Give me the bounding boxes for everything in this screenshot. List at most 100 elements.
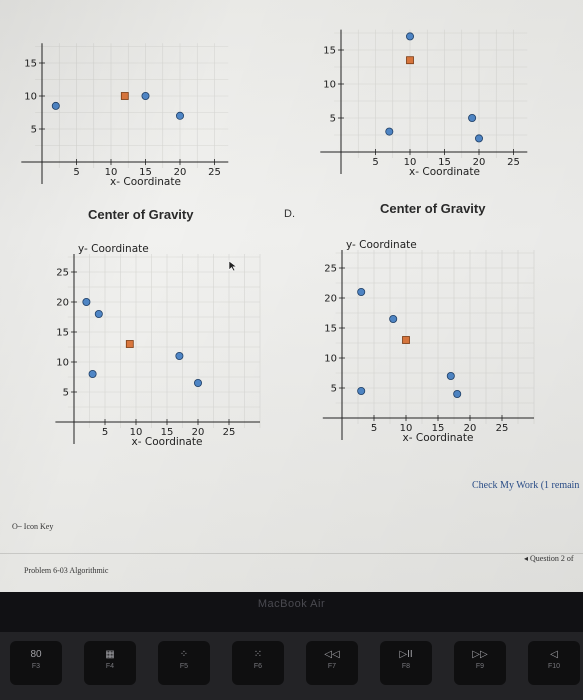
y-tick-label: 5 — [31, 125, 37, 136]
y-tick-label: 10 — [24, 92, 37, 103]
y-axis-label: y- Coordinate — [346, 239, 417, 251]
x-tick-label: 15 — [139, 167, 152, 178]
x-tick-label: 20 — [464, 423, 477, 434]
x-tick-label: 15 — [161, 427, 174, 438]
y-tick-label: 10 — [56, 358, 69, 369]
y-tick-label: 15 — [24, 59, 37, 70]
function-key-symbol: ▦ — [105, 649, 115, 660]
option-d-label: D. — [284, 208, 295, 220]
function-key-symbol: ▷▷ — [472, 649, 488, 660]
function-key-f5[interactable]: ⁘ F5 — [158, 641, 210, 685]
x-axis-label: x- Coordinate — [132, 436, 203, 448]
x-tick-label: 15 — [432, 423, 445, 434]
data-point-circle — [94, 310, 103, 319]
data-point-circle — [468, 114, 477, 123]
x-tick-label: 25 — [223, 427, 236, 438]
icon-key[interactable]: O⎯ Icon Key — [12, 522, 53, 532]
data-point-circle — [406, 32, 415, 41]
function-key-symbol: ⁘ — [179, 649, 189, 660]
y-tick-label: 5 — [331, 384, 337, 395]
data-point-circle — [357, 288, 366, 297]
x-tick-label: 5 — [371, 423, 377, 434]
data-point-square — [402, 336, 410, 344]
mouse-cursor-icon — [228, 260, 238, 272]
function-key-f8[interactable]: ▷II F8 — [380, 641, 432, 685]
x-tick-label: 10 — [404, 157, 417, 168]
y-tick-label: 15 — [56, 328, 69, 339]
x-tick-label: 25 — [507, 157, 520, 168]
data-point-circle — [389, 315, 398, 324]
x-tick-label: 20 — [174, 167, 187, 178]
y-tick-label: 10 — [323, 80, 336, 91]
check-my-work-link[interactable]: Check My Work (1 remain — [472, 480, 580, 491]
function-key-label: F9 — [475, 663, 485, 670]
problem-label: Problem 6-03 Algorithmic — [24, 566, 109, 575]
x-axis-label: x- Coordinate — [110, 176, 181, 188]
data-point-circle — [88, 369, 97, 378]
function-key-symbol: ▷II — [399, 649, 413, 660]
function-key-label: F3 — [31, 663, 41, 670]
function-key-f7[interactable]: ◁◁ F7 — [306, 641, 358, 685]
x-tick-label: 15 — [438, 157, 451, 168]
scatter-plot-bottom-right: 5 10 15 20 25 5 10 15 20 25 x- Coordinate y- Coordi… — [322, 239, 535, 444]
function-key-symbol: ◁◁ — [324, 649, 340, 660]
data-point-circle — [175, 111, 184, 120]
x-tick-label: 10 — [400, 423, 413, 434]
data-point-circle — [141, 92, 150, 101]
data-point-circle — [446, 371, 455, 380]
data-point-circle — [82, 298, 91, 307]
function-key-label: F5 — [179, 663, 189, 670]
chart-title-bottom-right: Center of Gravity — [380, 201, 486, 216]
x-axis-label: x- Coordinate — [403, 432, 474, 444]
data-point-circle — [175, 352, 184, 361]
data-point-square — [120, 92, 129, 100]
data-point-circle — [193, 378, 202, 387]
function-key-f10[interactable]: ◁ F10 — [528, 641, 580, 685]
question-nav[interactable]: ◂ Question 2 of — [524, 554, 574, 563]
data-point-circle — [51, 101, 60, 110]
y-tick-label: 15 — [323, 46, 336, 57]
function-key-label: F6 — [253, 663, 263, 670]
y-tick-label: 20 — [324, 294, 337, 305]
x-tick-label: 25 — [496, 423, 509, 434]
data-point-circle — [474, 134, 483, 143]
browser-screen: 5 10 15 20 25 5 10 15 x- Coordinate 5 10 15 20 25 5 10… — [0, 0, 583, 592]
icon-key-label: Icon Key — [23, 522, 54, 531]
y-tick-label: 15 — [324, 324, 337, 335]
divider-line — [0, 553, 583, 554]
function-key-label: F4 — [105, 663, 115, 670]
function-key-symbol: 80 — [30, 649, 42, 660]
y-tick-label: 20 — [56, 298, 69, 309]
data-point-square — [125, 340, 134, 348]
chevron-left-icon[interactable]: ◂ — [524, 554, 529, 563]
data-point-circle — [453, 389, 462, 398]
function-key-f3[interactable]: 80 F3 — [10, 641, 62, 685]
laptop-bezel — [0, 592, 583, 632]
function-key-label: F10 — [547, 663, 561, 670]
y-tick-label: 10 — [324, 354, 337, 365]
x-axis-label: x- Coordinate — [409, 166, 480, 178]
chart-title-bottom-left: Center of Gravity — [88, 207, 194, 222]
function-key-label: F7 — [327, 663, 337, 670]
function-key-symbol: ⁙ — [253, 649, 263, 660]
x-tick-label: 5 — [372, 157, 378, 168]
function-key-f9[interactable]: ▷▷ F9 — [454, 641, 506, 685]
x-tick-label: 20 — [192, 427, 205, 438]
x-tick-label: 10 — [130, 427, 143, 438]
x-tick-label: 25 — [208, 167, 221, 178]
x-tick-label: 10 — [105, 167, 118, 178]
function-key-f4[interactable]: ▦ F4 — [84, 641, 136, 685]
y-axis-label: y- Coordinate — [78, 243, 149, 255]
y-tick-label: 5 — [330, 114, 336, 125]
data-point-square — [406, 56, 414, 65]
x-tick-label: 20 — [473, 157, 486, 168]
function-key-f6[interactable]: ⁙ F6 — [232, 641, 284, 685]
function-key-symbol: ◁ — [550, 649, 558, 660]
y-tick-label: 25 — [56, 268, 69, 279]
key-icon: O⎯ — [12, 522, 22, 531]
x-tick-label: 5 — [102, 427, 108, 438]
macbook-label: MacBook Air — [257, 598, 326, 610]
question-label: Question 2 of — [530, 554, 574, 563]
